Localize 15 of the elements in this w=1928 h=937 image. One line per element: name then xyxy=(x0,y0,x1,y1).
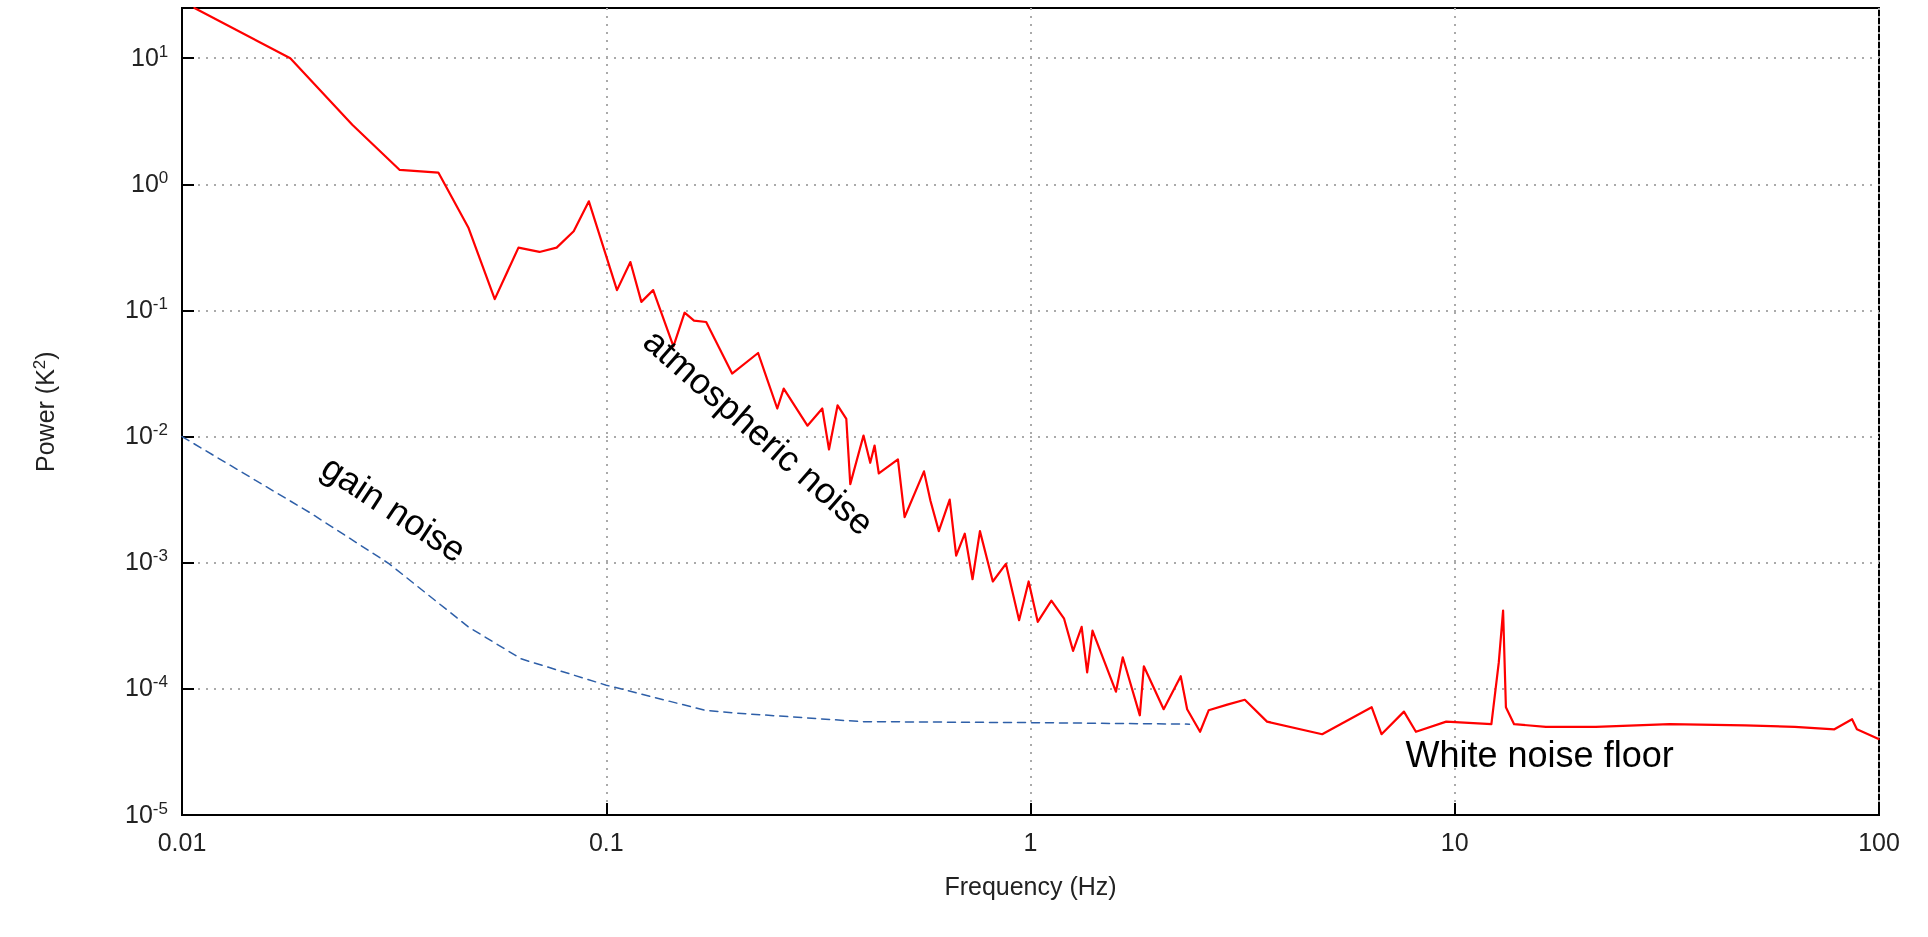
y-tick-label: 10$^{0}$ xyxy=(131,167,169,198)
annotation: White noise floor xyxy=(1405,733,1674,775)
x-axis-title: Frequency (Hz) xyxy=(944,871,1117,900)
x-tick-label: 100 xyxy=(1858,827,1900,856)
y-tick-label: 10$^{-3}$ xyxy=(125,546,168,576)
x-tick-label: 1 xyxy=(1023,827,1038,856)
y-tick-label: 10$^{-4}$ xyxy=(125,672,168,702)
x-tick-label: 10 xyxy=(1440,827,1469,856)
x-tick-label: 0.1 xyxy=(588,827,624,856)
y-tick-label: 10$^{-1}$ xyxy=(125,293,168,324)
y-tick-label: 10$^{-5}$ xyxy=(125,798,168,828)
y-tick-label: 10$^{-2}$ xyxy=(125,420,168,450)
y-tick-label: 10$^{1}$ xyxy=(131,41,169,72)
x-tick-label: 0.01 xyxy=(157,827,207,856)
annotation: gain noise xyxy=(314,446,474,571)
